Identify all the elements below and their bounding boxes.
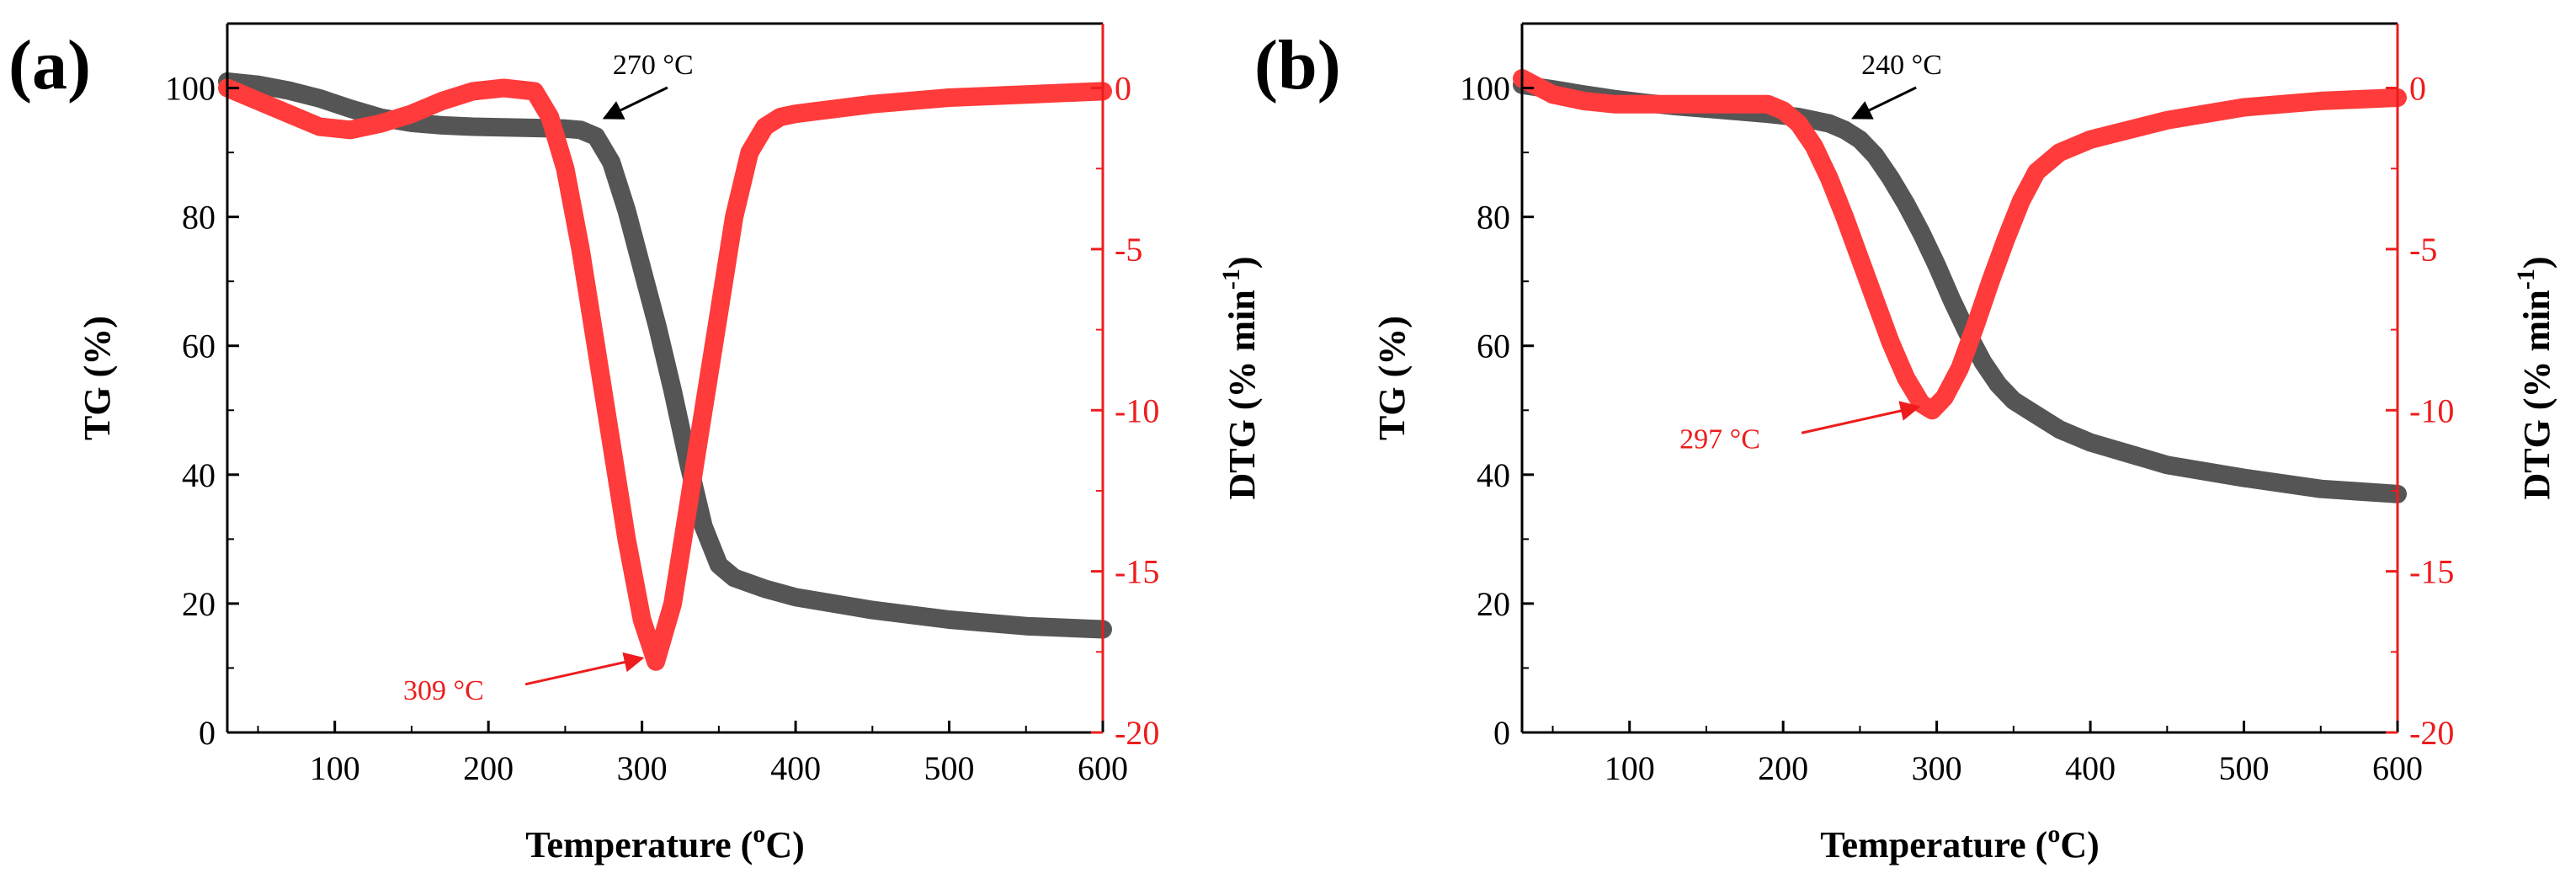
y-right-axis-title-sup: -1 xyxy=(2512,269,2540,290)
y-right-tick-label: -5 xyxy=(2409,231,2437,269)
annotation-label: 240 °C xyxy=(1861,50,1942,81)
x-axis-title: Temperature (oC) xyxy=(525,820,805,865)
x-tick-label: 500 xyxy=(2219,749,2270,787)
y-right-axis-title: DTG (% min-1) xyxy=(1217,256,1263,499)
y-left-tick-label: 40 xyxy=(182,456,216,494)
y-right-tick-label: -20 xyxy=(1115,714,1159,752)
x-tick-label: 100 xyxy=(1605,749,1655,787)
series-dtg-line xyxy=(218,78,1112,671)
x-tick-label: 600 xyxy=(1078,749,1128,787)
annotation-arrow xyxy=(1850,86,1917,120)
y-right-tick-label: -5 xyxy=(1115,231,1142,269)
x-tick-label: 400 xyxy=(770,749,821,787)
series-tg-line xyxy=(1513,75,2407,503)
annotation-label: 270 °C xyxy=(613,50,694,81)
x-tick-label: 400 xyxy=(2065,749,2116,787)
x-axis-title-sup: o xyxy=(753,820,765,848)
panel-label: (b) xyxy=(1254,26,1341,104)
y-right-tick-label: 0 xyxy=(1115,70,1131,108)
y-left-tick-label: 100 xyxy=(1460,70,1510,108)
y-left-tick-label: 40 xyxy=(1477,456,1510,494)
y-left-tick-label: 80 xyxy=(182,199,216,237)
y-left-axis-title: TG (%) xyxy=(1371,316,1413,440)
y-right-tick-label: -15 xyxy=(2409,553,2454,591)
y-right-axis-title-end: ) xyxy=(2516,256,2557,269)
y-right-tick-label: -10 xyxy=(2409,391,2454,429)
y-left-tick-label: 60 xyxy=(1477,328,1510,365)
y-left-axis-title: TG (%) xyxy=(77,316,118,440)
panel-a: (a) 100 200 300 400 500 600 0 20 40 60 80 100 0 -5 -10 -… xyxy=(8,22,1263,865)
x-tick-label: 300 xyxy=(1912,749,1962,787)
x-tick-label: 200 xyxy=(463,749,514,787)
y-right-axis-title-end: ) xyxy=(1221,256,1263,269)
y-left-tick-label: 20 xyxy=(182,585,216,623)
series-tg-line xyxy=(218,72,1112,639)
panel-b: (b) 100 200 300 400 500 600 0 20 40 60 80 100 0 -5 -10 -… xyxy=(1254,22,2557,865)
x-axis-title-end: C) xyxy=(2060,824,2099,865)
y-right-tick-label: -10 xyxy=(1115,391,1159,429)
x-axis-title-end: C) xyxy=(765,824,804,865)
x-tick-label: 300 xyxy=(617,749,668,787)
y-right-tick-label: -15 xyxy=(1115,553,1159,591)
annotation-label: 309 °C xyxy=(403,675,484,706)
panel-label: (a) xyxy=(8,26,91,104)
y-right-axis-title: DTG (% min-1) xyxy=(2512,256,2557,499)
y-left-tick-label: 20 xyxy=(1477,585,1510,623)
x-tick-label: 100 xyxy=(310,749,360,787)
x-axis-title-sup: o xyxy=(2047,820,2060,848)
y-left-tick-label: 100 xyxy=(165,70,216,108)
annotation-label: 297 °C xyxy=(1679,423,1760,455)
x-axis-title-main: Temperature ( xyxy=(525,824,753,865)
y-right-tick-label: -20 xyxy=(2409,714,2454,752)
annotation-arrow xyxy=(1801,401,1921,434)
y-left-tick-label: 0 xyxy=(199,714,216,752)
y-left-tick-label: 0 xyxy=(1493,714,1510,752)
x-tick-label: 500 xyxy=(924,749,975,787)
y-left-tick-label: 60 xyxy=(182,328,216,365)
x-tick-label: 600 xyxy=(2372,749,2423,787)
y-right-axis-title-main: DTG (% min xyxy=(2516,290,2557,499)
y-right-axis-title-sup: -1 xyxy=(1217,269,1245,290)
x-axis-title-main: Temperature ( xyxy=(1820,824,2047,865)
annotation-arrow xyxy=(602,86,668,120)
annotation-arrow xyxy=(524,652,645,686)
y-left-tick-label: 80 xyxy=(1477,199,1510,237)
x-axis-title: Temperature (oC) xyxy=(1820,820,2100,865)
series-dtg-line xyxy=(1513,69,2407,420)
y-right-axis-title-main: DTG (% min xyxy=(1221,290,1263,499)
y-right-tick-label: 0 xyxy=(2409,70,2426,108)
x-tick-label: 200 xyxy=(1758,749,1808,787)
